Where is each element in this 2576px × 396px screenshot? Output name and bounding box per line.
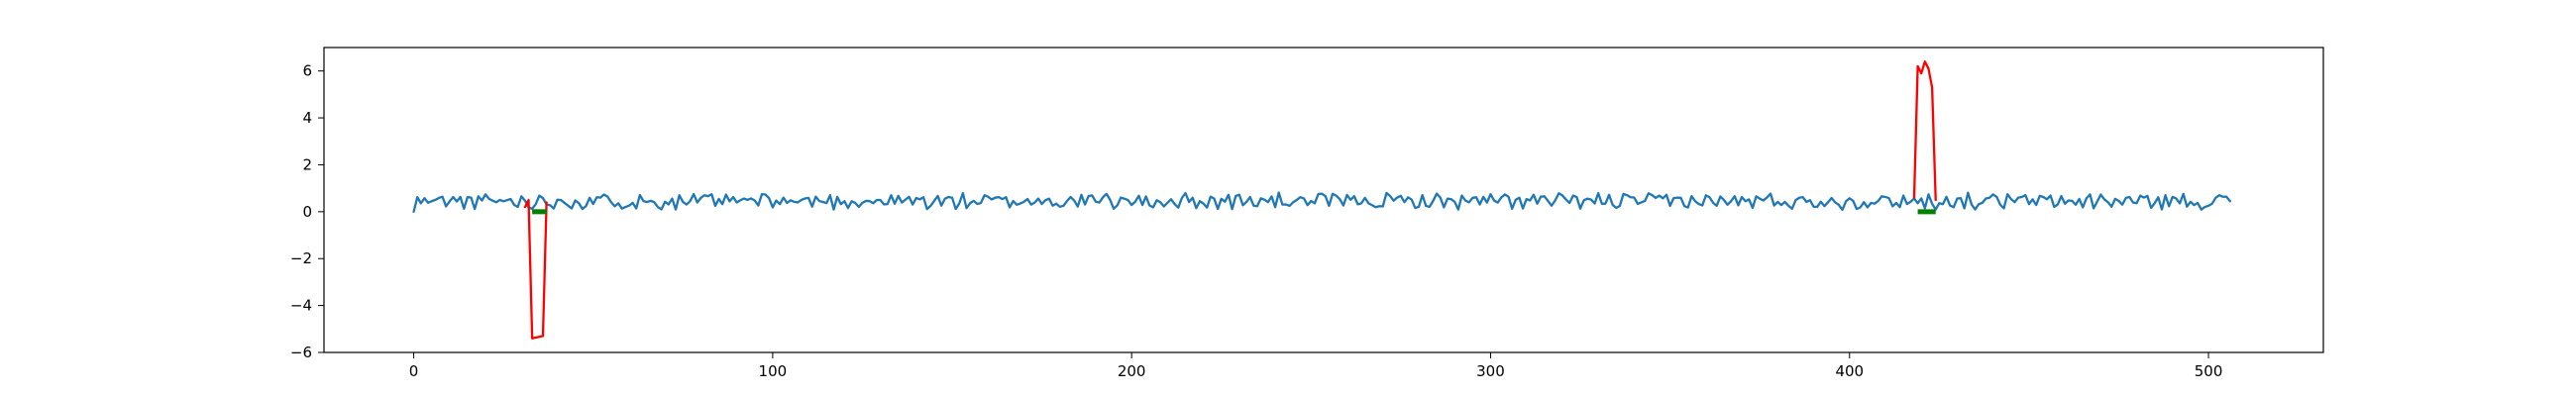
plot-frame (323, 47, 2324, 353)
series-signal (412, 191, 2231, 214)
y-tick-label: 0 (302, 203, 312, 221)
y-tick-label: −2 (290, 249, 312, 267)
x-tick-label: 200 (1118, 362, 1146, 380)
x-tick-label: 400 (1835, 362, 1864, 380)
x-axis: 0 100 200 300 400 500 (409, 352, 2223, 380)
y-tick-label: −6 (290, 344, 312, 361)
y-axis: −6 −4 −2 0 2 4 6 (290, 62, 324, 361)
y-tick-label: 6 (302, 62, 312, 80)
series-layer (412, 60, 2231, 340)
y-tick-label: 2 (302, 155, 312, 173)
y-tick-label: 4 (302, 109, 312, 127)
x-tick-label: 500 (2195, 362, 2223, 380)
x-tick-label: 0 (409, 362, 419, 380)
series-anomaly-1 (523, 198, 548, 340)
x-tick-label: 300 (1476, 362, 1505, 380)
y-tick-label: −4 (290, 297, 312, 315)
x-tick-label: 100 (759, 362, 788, 380)
series-anomaly-2 (1912, 60, 1937, 202)
